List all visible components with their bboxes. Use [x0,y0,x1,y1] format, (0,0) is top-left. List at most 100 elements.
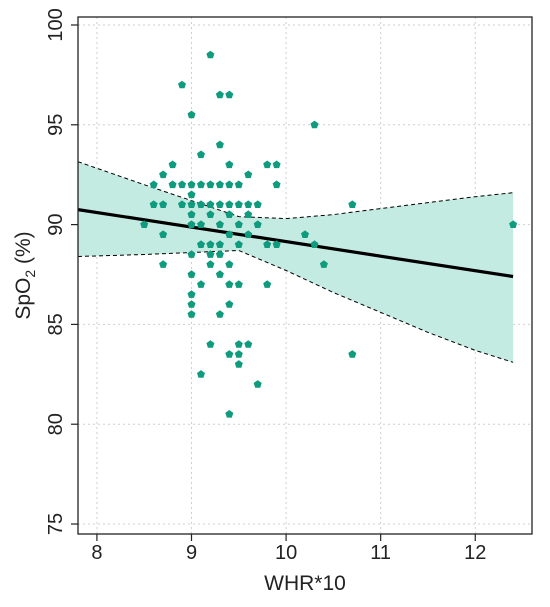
data-point [159,170,168,179]
data-point [234,240,243,248]
confidence-band-upper [77,161,514,220]
fit-line-layer [77,208,514,279]
data-point [263,240,272,248]
data-point [310,120,319,129]
data-point [225,350,234,358]
data-point [206,250,215,258]
regression-line [77,208,514,279]
data-point [178,80,186,89]
data-point [225,260,234,268]
data-point [197,180,205,189]
data-point [215,310,224,318]
data-point [225,230,234,238]
data-point [178,180,186,189]
data-point [348,350,357,358]
data-point [509,220,518,228]
data-point [215,240,224,248]
data-point [234,360,243,368]
data-point [187,270,196,278]
data-point [244,170,253,179]
data-point [187,250,196,258]
data-point [206,240,215,248]
data-point [234,220,243,228]
data-point [234,350,243,358]
y-tick-label: 75 [45,513,67,535]
data-point [244,210,253,218]
data-point [263,280,272,288]
data-point [234,200,243,208]
y-tick-label: 90 [45,213,67,235]
data-point [197,200,205,208]
data-point [253,220,262,228]
data-point [206,260,215,268]
data-point [187,180,196,189]
y-axis-label-main: SpO [12,278,35,320]
data-point [225,280,234,288]
y-tick-label: 95 [45,114,67,136]
confidence-band-lower [77,249,514,363]
data-point [168,160,177,169]
data-point [225,210,234,218]
x-tick-label: 12 [464,542,486,564]
data-point [187,210,196,218]
data-point [206,210,215,218]
data-point [178,200,186,208]
data-point [225,200,234,208]
data-point [197,150,205,159]
data-point [197,220,205,228]
data-point [206,50,215,59]
confidence-band [78,161,514,363]
data-point [159,200,168,208]
data-point [225,160,234,169]
data-point [234,180,243,189]
data-point [253,380,262,388]
data-point [140,220,149,228]
y-axis-label-subscript: 2 [22,270,38,278]
data-point [244,200,253,208]
x-axis-label: WHR*10 [264,572,346,595]
data-point [197,240,205,248]
data-point [206,180,215,189]
y-axis-ticks: 75 80 85 90 95 100 [45,8,78,535]
data-point [187,300,196,308]
data-point [159,260,168,268]
points-layer [140,50,518,418]
data-point [215,250,224,258]
data-point [187,310,196,318]
x-tick-label: 8 [91,542,102,564]
data-point [225,90,234,99]
plot-frame [77,16,533,535]
data-point [272,160,281,169]
data-point [159,230,168,238]
data-point [310,240,319,248]
x-tick-label: 11 [370,542,391,564]
data-point [253,200,262,208]
data-point [206,200,215,208]
data-point [187,290,196,298]
data-point [187,220,196,228]
data-point [348,200,357,208]
data-point [225,180,234,189]
data-point [206,340,215,348]
data-point [215,180,224,189]
data-point [215,270,224,278]
data-point [215,220,224,228]
data-point [187,190,196,199]
data-point [197,370,205,378]
data-point [149,180,158,189]
data-point [301,230,309,238]
y-axis-label-unit: (%) [12,231,35,270]
y-axis-label: SpO2 (%) [12,231,38,319]
y-tick-label: 85 [45,313,67,335]
data-point [319,260,328,268]
data-point [244,340,253,348]
data-point [225,410,234,418]
confidence-band-layer [77,161,514,363]
data-point [263,160,272,169]
x-tick-label: 10 [275,542,297,564]
data-point [215,90,224,99]
y-tick-label: 80 [45,413,67,435]
data-point [225,300,234,308]
data-point [187,110,196,119]
